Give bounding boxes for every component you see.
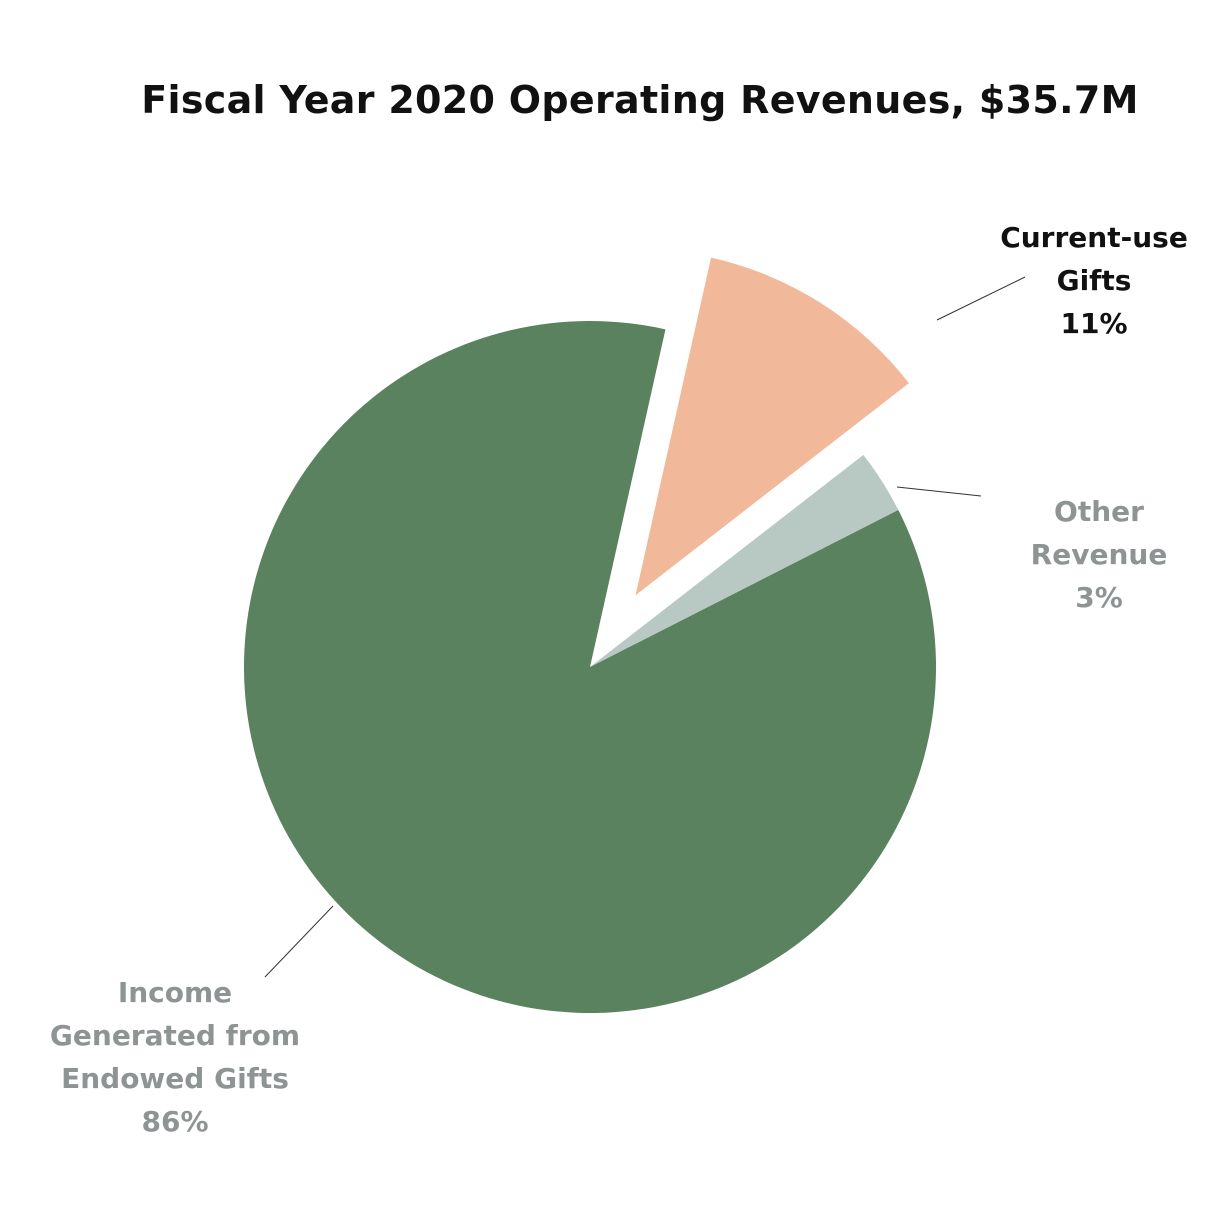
label-line: Revenue xyxy=(1030,538,1168,571)
pie-slice-current-use-gifts xyxy=(635,257,909,596)
leader-line xyxy=(896,486,982,497)
chart-title: Fiscal Year 2020 Operating Revenues, $35… xyxy=(141,78,1139,122)
data-label: 3% xyxy=(1075,581,1123,614)
label-other-revenue: Other Revenue 3% xyxy=(1000,490,1198,619)
data-label: 86% xyxy=(141,1105,209,1138)
leader-line xyxy=(936,276,1026,321)
data-label: 11% xyxy=(1060,307,1128,340)
label-line: Generated from xyxy=(49,1019,301,1052)
label-line: Gifts xyxy=(1056,264,1132,297)
label-line: Current-use xyxy=(1000,221,1188,254)
label-line: Other xyxy=(1054,495,1144,528)
pie-slice-other-revenue xyxy=(590,454,899,667)
label-current-use-gifts: Current-use Gifts 11% xyxy=(984,216,1204,345)
leader-line xyxy=(264,905,334,978)
label-endowed-gifts: Income Generated from Endowed Gifts 86% xyxy=(25,971,325,1143)
label-line: Endowed Gifts xyxy=(61,1062,289,1095)
label-line: Income xyxy=(117,976,233,1009)
